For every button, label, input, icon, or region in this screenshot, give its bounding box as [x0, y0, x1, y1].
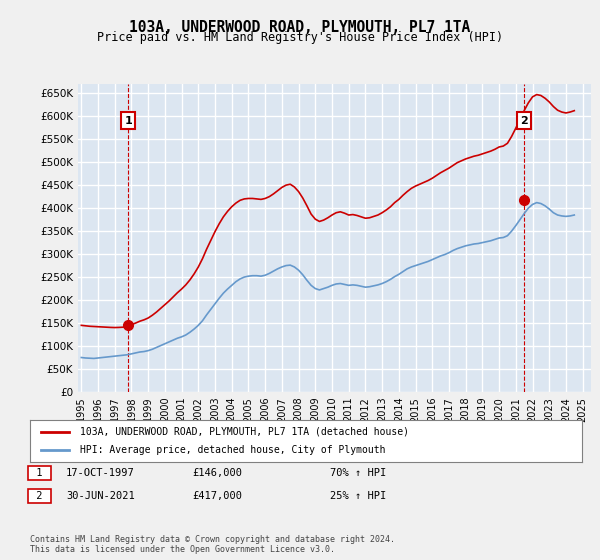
Text: 103A, UNDERWOOD ROAD, PLYMOUTH, PL7 1TA (detached house): 103A, UNDERWOOD ROAD, PLYMOUTH, PL7 1TA … [80, 427, 409, 437]
Text: £417,000: £417,000 [192, 491, 242, 501]
Text: 2: 2 [520, 116, 528, 126]
Text: HPI: Average price, detached house, City of Plymouth: HPI: Average price, detached house, City… [80, 445, 385, 455]
Text: 103A, UNDERWOOD ROAD, PLYMOUTH, PL7 1TA: 103A, UNDERWOOD ROAD, PLYMOUTH, PL7 1TA [130, 20, 470, 35]
Text: 1: 1 [124, 116, 132, 126]
Text: 30-JUN-2021: 30-JUN-2021 [66, 491, 135, 501]
Text: Contains HM Land Registry data © Crown copyright and database right 2024.
This d: Contains HM Land Registry data © Crown c… [30, 535, 395, 554]
Text: 1: 1 [30, 468, 49, 478]
Text: Price paid vs. HM Land Registry's House Price Index (HPI): Price paid vs. HM Land Registry's House … [97, 31, 503, 44]
Text: 17-OCT-1997: 17-OCT-1997 [66, 468, 135, 478]
Text: 70% ↑ HPI: 70% ↑ HPI [330, 468, 386, 478]
Text: £146,000: £146,000 [192, 468, 242, 478]
Text: 25% ↑ HPI: 25% ↑ HPI [330, 491, 386, 501]
Text: 2: 2 [30, 491, 49, 501]
